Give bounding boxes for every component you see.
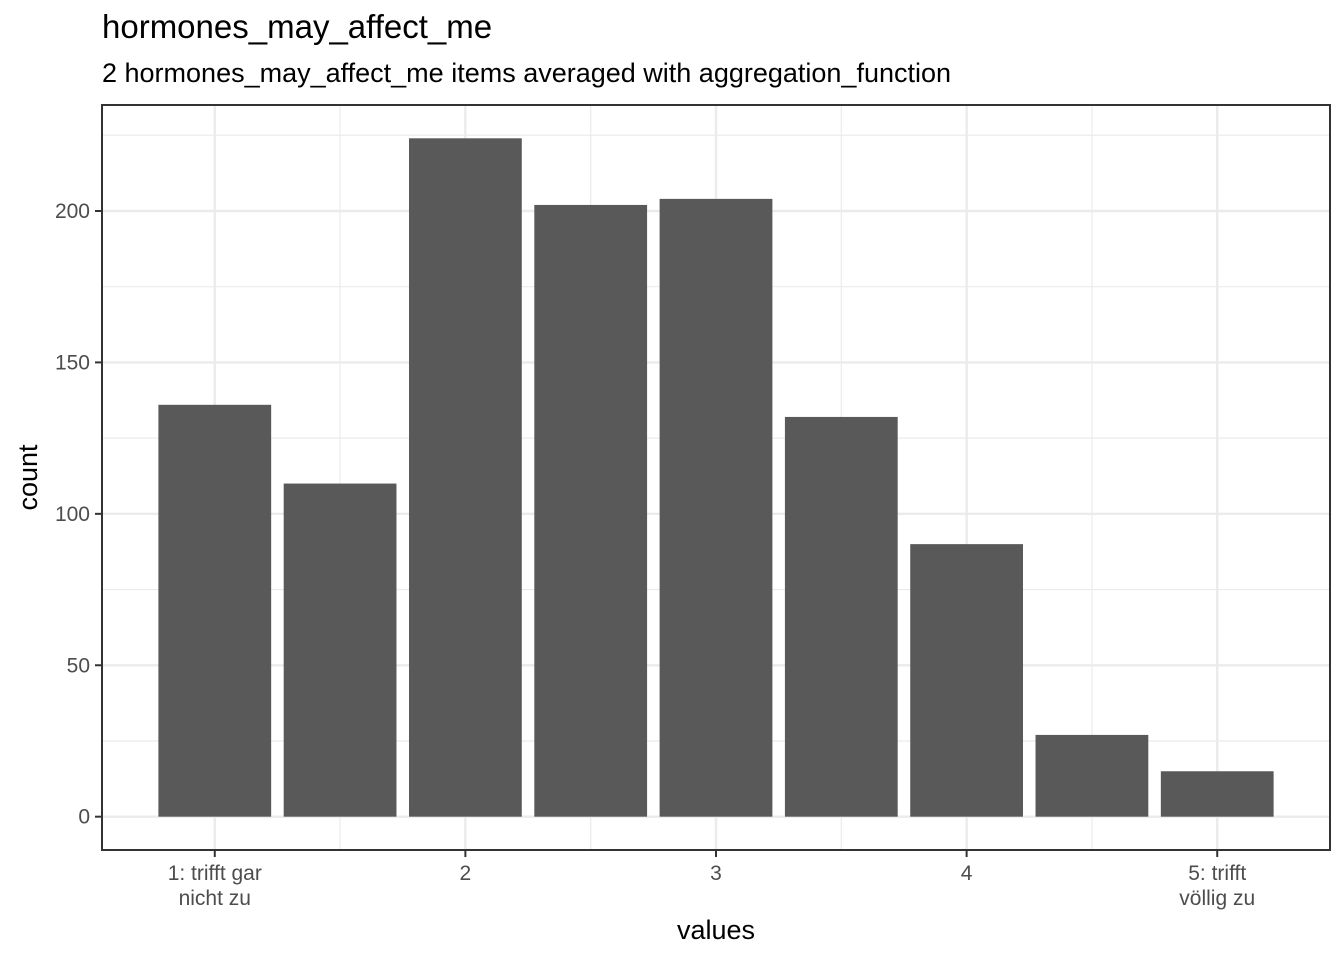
- bar: [910, 544, 1023, 817]
- y-tick-label: 150: [55, 351, 90, 374]
- bar: [784, 416, 898, 817]
- x-axis-title: values: [677, 915, 755, 945]
- y-tick-label: 50: [67, 654, 90, 677]
- x-tick-label: 2: [460, 862, 472, 885]
- bar: [659, 198, 773, 817]
- y-axis: 0 50 100 150 200: [55, 200, 102, 829]
- x-tick-label: 4: [961, 862, 973, 885]
- y-tick-label: 100: [55, 503, 90, 526]
- y-axis-title: count: [13, 444, 43, 511]
- y-tick-label: 200: [55, 200, 90, 223]
- bar: [158, 404, 272, 817]
- bar: [1160, 771, 1274, 817]
- bar: [283, 483, 397, 817]
- x-tick-label: 5: trifft: [1188, 862, 1246, 885]
- y-tick-label: 0: [78, 806, 90, 829]
- bar: [534, 204, 648, 817]
- x-tick-label: nicht zu: [179, 887, 251, 910]
- bars: [158, 138, 1274, 817]
- x-tick-label: 1: trifft gar: [168, 862, 262, 885]
- bar: [1035, 734, 1149, 817]
- x-tick-label: völlig zu: [1179, 887, 1255, 910]
- chart-title: hormones_may_affect_me: [102, 8, 493, 45]
- x-tick-label: 3: [710, 862, 722, 885]
- chart-subtitle: 2 hormones_may_affect_me items averaged …: [102, 58, 952, 88]
- bar: [409, 138, 522, 817]
